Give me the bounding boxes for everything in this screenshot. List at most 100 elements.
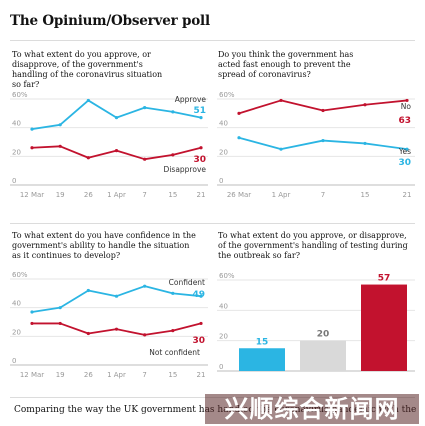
x-tick-label: 26 (84, 191, 93, 199)
data-point (86, 156, 90, 160)
bar-value-label: 57 (378, 274, 391, 284)
chart-4-question: To what extent do you approve, or disapp… (218, 231, 408, 260)
series-end-value: 30 (398, 158, 411, 168)
data-point (30, 310, 34, 314)
data-point (405, 147, 409, 151)
y-tick-label: 60% (12, 91, 28, 99)
page-title: The Opinium/Observer poll (10, 13, 210, 29)
data-point (143, 284, 147, 288)
series-name-label: Approve (175, 95, 207, 104)
data-point (86, 98, 90, 103)
data-point (143, 157, 147, 161)
data-point (363, 141, 367, 146)
data-point (114, 116, 119, 120)
data-point (321, 138, 325, 143)
data-point (171, 153, 175, 157)
y-tick-label: 40 (219, 120, 228, 128)
x-tick-label: 19 (56, 191, 65, 199)
y-tick-label: 20 (219, 148, 228, 156)
title-divider (10, 40, 415, 41)
y-tick-label: 20 (219, 333, 228, 341)
x-tick-label: 21 (197, 371, 206, 379)
x-tick-label: 7 (142, 371, 146, 379)
series-end-value: 49 (192, 290, 205, 300)
data-point (114, 149, 119, 153)
bar-value-label: 20 (317, 330, 330, 340)
data-point (58, 321, 62, 326)
y-tick-label: 40 (12, 120, 21, 128)
x-tick-label: 21 (197, 191, 206, 199)
series-end-value: 30 (193, 155, 206, 165)
data-point (114, 294, 119, 298)
approval-chart: 0 20 40 60% 12 Mar 19 26 1 Apr 7 15 21 Approve 51 Dis… (10, 91, 210, 207)
series-name-label: Confident (169, 278, 205, 287)
watermark-logo: 兴顺综合新闻网 (205, 394, 419, 424)
confidence-chart: 0 20 40 60% 12 Mar 19 26 1 Apr 7 15 21 Confident 49 N… (10, 271, 210, 392)
x-tick-label: 15 (168, 371, 177, 379)
chart-1-question: To what extent do you approve, or disapp… (12, 50, 163, 89)
data-point (143, 106, 147, 110)
data-point (171, 110, 175, 114)
series-line-disapprove (31, 145, 202, 161)
x-tick-label: 7 (321, 191, 325, 199)
y-tick-label: 20 (12, 148, 21, 156)
data-point (199, 146, 203, 150)
data-point (30, 127, 34, 131)
y-tick-label: 0 (219, 177, 223, 185)
y-tick-label: 60% (219, 272, 235, 280)
x-tick-label: 15 (168, 191, 177, 199)
section-divider (10, 223, 415, 224)
x-tick-label: 19 (56, 371, 65, 379)
y-tick-label: 0 (12, 177, 16, 185)
data-point (199, 116, 203, 120)
x-tick-label: 7 (142, 191, 146, 199)
data-point (86, 331, 90, 336)
data-point (143, 333, 147, 337)
x-tick-label: 26 (84, 371, 93, 379)
bar-value-label: 15 (256, 337, 269, 347)
data-point (58, 123, 62, 127)
data-point (171, 329, 175, 333)
x-tick-label: 1 Apr (107, 371, 126, 379)
y-tick-label: 60% (219, 91, 235, 99)
bar (361, 284, 407, 371)
data-point (30, 321, 34, 326)
data-point (237, 136, 241, 140)
series-end-value: 51 (193, 106, 206, 116)
series-line-approve (31, 99, 202, 130)
data-point (279, 98, 283, 103)
bar (239, 348, 285, 371)
x-tick-label: 15 (361, 191, 370, 199)
data-point (114, 327, 119, 331)
series-name-label: Yes (398, 147, 411, 156)
x-tick-label: 12 Mar (20, 371, 44, 379)
data-point (171, 291, 175, 295)
series-end-value: 63 (398, 116, 411, 126)
chart-2-question: Do you think the government has acted fa… (218, 50, 354, 79)
data-point (363, 103, 367, 107)
series-end-value: 30 (192, 336, 205, 346)
y-tick-label: 40 (12, 300, 21, 308)
data-point (321, 108, 325, 113)
x-tick-label: 12 Mar (20, 191, 44, 199)
data-point (405, 98, 409, 103)
data-point (237, 111, 241, 115)
x-tick-label: 1 Apr (107, 191, 126, 199)
data-point (30, 146, 34, 150)
y-tick-label: 0 (12, 357, 16, 365)
chart-3-question: To what extent do you have confidence in… (12, 231, 196, 260)
data-point (199, 321, 203, 326)
y-tick-label: 60% (12, 271, 28, 279)
series-name-label: Not confident (149, 348, 200, 357)
y-tick-label: 20 (12, 328, 21, 336)
y-tick-label: 0 (219, 363, 223, 371)
data-point (279, 147, 283, 151)
data-point (58, 144, 62, 148)
acted-fast-chart: 0 20 40 60% 26 Mar 1 Apr 7 15 21 No 63 Yes 30 (217, 91, 417, 207)
data-point (58, 306, 62, 310)
x-tick-label: 1 Apr (272, 191, 291, 199)
data-point (199, 294, 203, 298)
x-tick-label: 26 Mar (227, 191, 251, 199)
testing-chart: 0 20 40 60% 15 20 57 (217, 272, 417, 372)
data-point (86, 288, 90, 293)
